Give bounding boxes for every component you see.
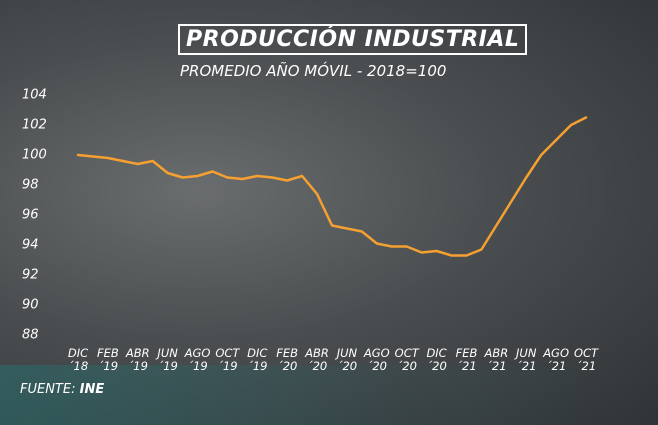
y-tick-label: 90	[22, 298, 39, 313]
x-tick-label: ABR ´21	[484, 346, 509, 373]
x-tick-label: JUN ´20	[336, 346, 358, 373]
x-tick-label: AGO ´19	[184, 346, 211, 373]
x-tick-label: OCT ´21	[573, 346, 599, 373]
y-tick-label: 88	[22, 328, 39, 343]
chart-subtitle: PROMEDIO AÑO MÓVIL - 2018=100	[180, 62, 447, 80]
source-name: INE	[79, 382, 105, 397]
y-tick-label: 96	[22, 208, 39, 223]
x-tick-label: DIC ´19	[247, 346, 268, 373]
x-tick-label: ABR ´19	[125, 346, 150, 373]
chart-title: PRODUCCIÓN INDUSTRIAL	[178, 24, 528, 55]
x-tick-label: JUN ´21	[516, 346, 537, 373]
x-tick-label: AGO ´21	[543, 346, 570, 373]
y-tick-label: 98	[22, 178, 39, 193]
x-tick-label: AGO ´20	[363, 346, 390, 373]
x-tick-label: DIC ´18	[67, 346, 89, 373]
x-tick-label: OCT ´19	[215, 346, 240, 373]
line	[76, 116, 588, 257]
source: FUENTE: INE	[20, 382, 104, 397]
x-tick-label: FEB ´21	[455, 346, 478, 373]
y-tick-label: 100	[22, 148, 47, 163]
x-tick-label: FEB ´20	[276, 346, 299, 373]
x-tick-label: ABR ´20	[305, 346, 329, 373]
y-tick-label: 94	[22, 238, 39, 253]
x-tick-label: OCT ´20	[394, 346, 419, 373]
y-tick-label: 92	[22, 268, 39, 283]
x-tick-label: JUN ´19	[157, 346, 178, 373]
y-tick-label: 104	[22, 88, 47, 103]
y-tick-label: 102	[22, 118, 47, 133]
source-label: FUENTE:	[20, 382, 76, 397]
x-tick-label: DIC ´20	[426, 346, 447, 373]
x-tick-label: FEB ´19	[96, 346, 119, 373]
